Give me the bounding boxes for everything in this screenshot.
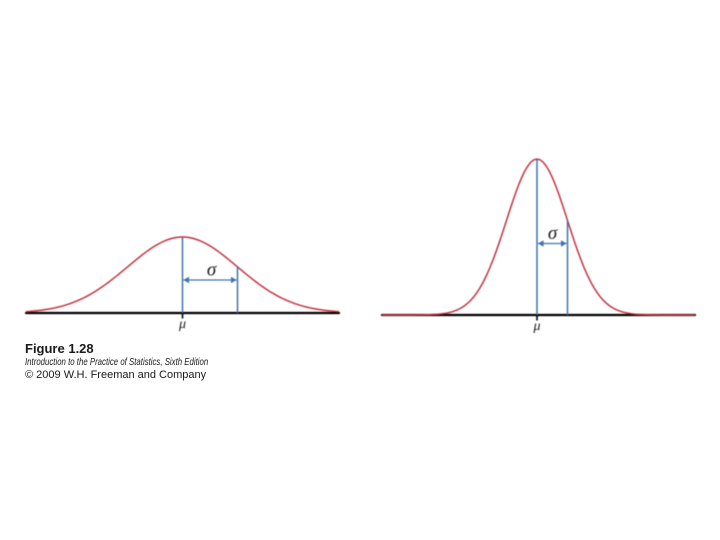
svg-text:μ: μ [178,317,186,332]
svg-text:μ: μ [532,319,540,334]
svg-text:σ: σ [548,223,558,244]
svg-text:σ: σ [207,260,217,281]
